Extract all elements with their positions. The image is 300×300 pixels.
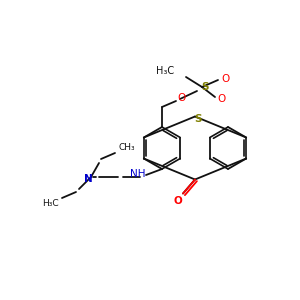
Text: H₃C: H₃C: [156, 66, 174, 76]
Text: S: S: [194, 113, 202, 124]
Text: O: O: [174, 196, 182, 206]
Text: CH₃: CH₃: [119, 142, 135, 152]
Text: O: O: [221, 74, 229, 84]
Text: S: S: [201, 82, 209, 92]
Text: NH: NH: [130, 169, 146, 179]
Text: H₃C: H₃C: [42, 200, 58, 208]
Text: O: O: [218, 94, 226, 104]
Text: N: N: [84, 174, 92, 184]
Text: O: O: [178, 93, 186, 103]
